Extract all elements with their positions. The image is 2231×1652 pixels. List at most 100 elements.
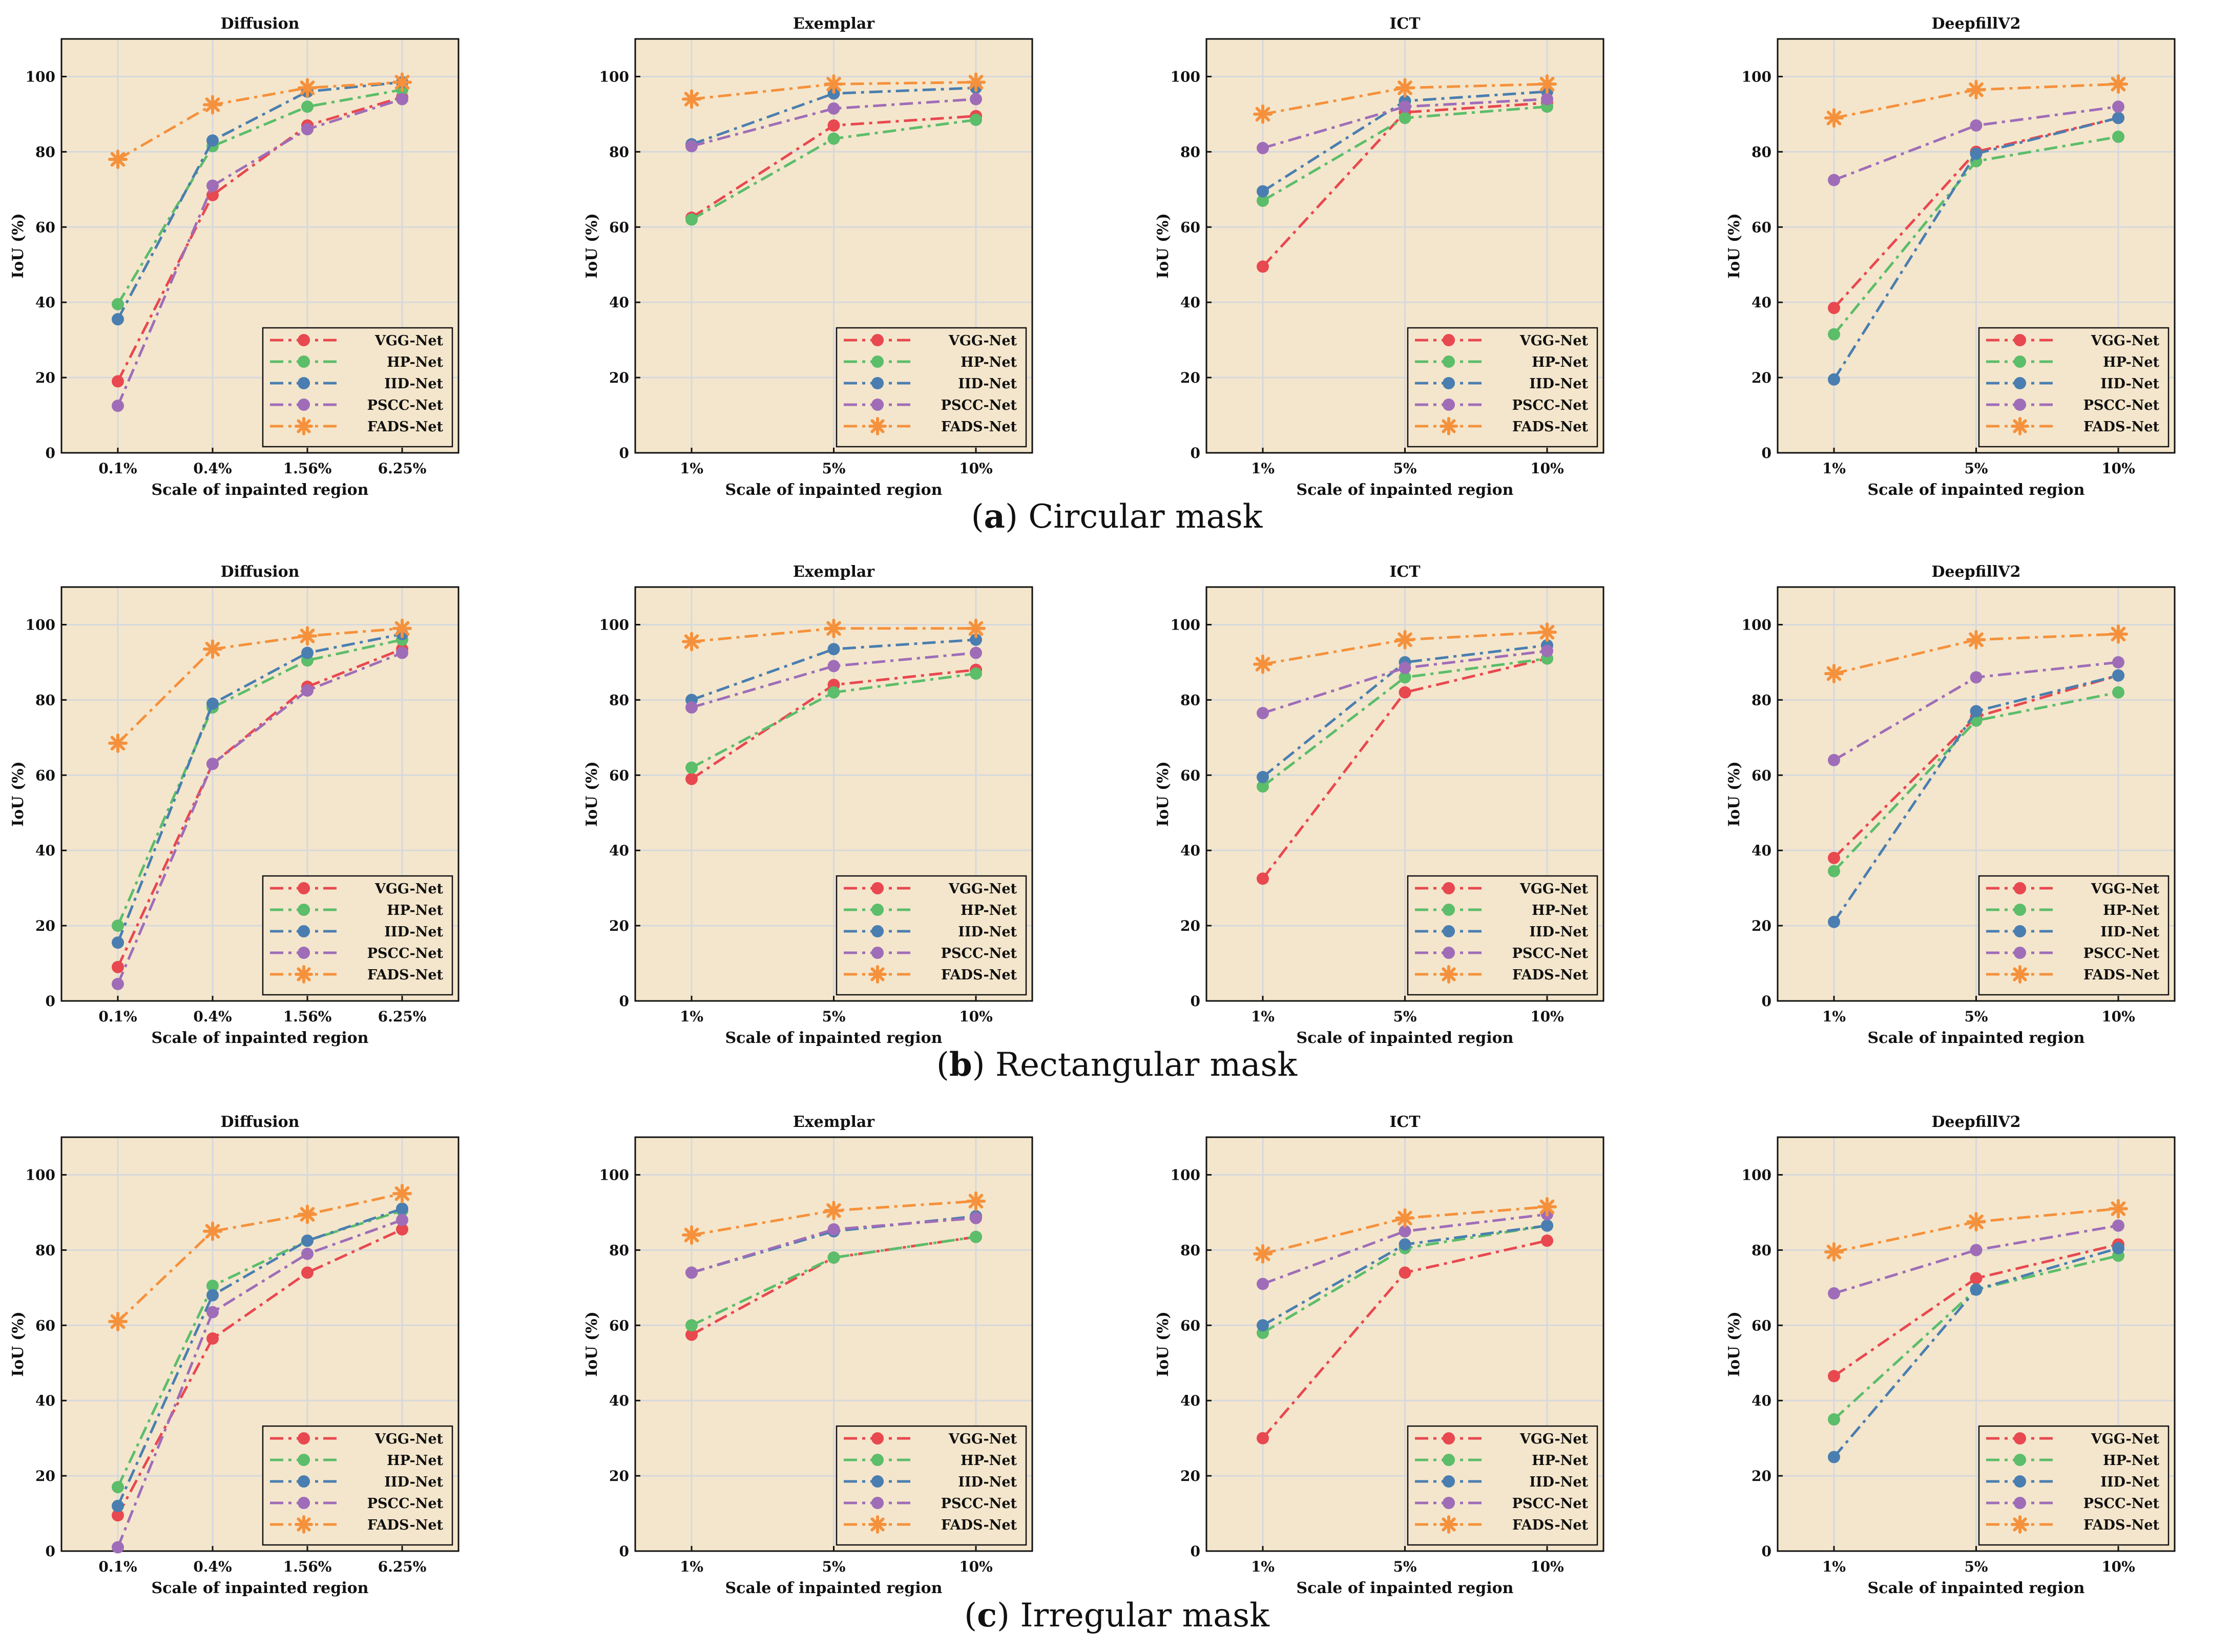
data-point-star <box>203 95 222 115</box>
legend-marker <box>2014 1497 2026 1509</box>
legend-label: VGG-Net <box>1519 1431 1589 1447</box>
caption-open: ( <box>971 498 984 536</box>
legend-marker-star <box>1440 1515 1458 1534</box>
data-point <box>206 134 219 147</box>
legend-label: FADS-Net <box>1512 1517 1589 1533</box>
legend-marker-star <box>2011 965 2029 984</box>
chart-title: Exemplar <box>793 563 875 581</box>
data-point-star <box>682 632 701 652</box>
legend-marker <box>1443 925 1455 937</box>
legend-label: PSCC-Net <box>367 1496 444 1512</box>
legend: VGG-Net HP-Net IID-Net PSCC-Net FADS-Net <box>1407 875 1598 996</box>
legend-item-hp-net: HP-Net <box>270 1453 444 1469</box>
legend-item-vgg-net: VGG-Net <box>1986 333 2160 349</box>
legend-item-vgg-net: VGG-Net <box>844 881 1017 897</box>
y-tick-label: 80 <box>35 143 55 160</box>
y-tick-label: 80 <box>1752 692 1771 708</box>
y-tick-label: 60 <box>609 767 629 784</box>
legend-marker-star-stroke <box>297 1517 311 1532</box>
legend-marker-star-stroke <box>297 967 311 981</box>
y-tick-label: 80 <box>609 143 629 160</box>
data-point <box>1828 1451 1840 1463</box>
data-point <box>1541 93 1553 106</box>
data-point <box>396 1202 408 1215</box>
data-point-star-stroke <box>684 1227 699 1243</box>
data-point <box>970 1211 982 1224</box>
legend-item-pscc-net: PSCC-Net <box>1986 1496 2160 1512</box>
legend: VGG-Net HP-Net IID-Net PSCC-Net FADS-Net <box>1978 1425 2170 1546</box>
data-point <box>112 1541 124 1554</box>
data-point <box>685 213 698 226</box>
legend-marker <box>871 904 884 916</box>
legend-marker <box>871 334 884 346</box>
legend-marker <box>871 377 884 389</box>
y-tick-label: 80 <box>1180 143 1200 160</box>
data-point <box>396 1214 408 1226</box>
data-point <box>301 1235 314 1247</box>
legend-box <box>1407 875 1598 996</box>
series-line-iid-net <box>1262 644 1548 778</box>
legend-item-fads-net: FADS-Net <box>844 965 1017 984</box>
legend-label: FADS-Net <box>367 419 444 435</box>
x-tick-label: 10% <box>2101 1008 2135 1025</box>
x-tick-label: 0.4% <box>193 1008 232 1025</box>
series-fads-net <box>1253 622 1557 674</box>
data-point <box>2112 130 2124 143</box>
data-point-star-stroke <box>1539 76 1555 92</box>
data-point <box>301 646 314 659</box>
y-tick-label: 60 <box>1180 1317 1200 1334</box>
legend-marker-star-stroke <box>297 419 311 433</box>
data-point <box>1828 865 1840 877</box>
x-tick-label: 0.1% <box>98 1008 137 1025</box>
x-axis-label: Scale of inpainted region <box>152 1029 369 1047</box>
series-fads-net <box>682 72 986 109</box>
legend-item-iid-net: IID-Net <box>270 924 444 940</box>
y-tick-label: 100 <box>1171 68 1200 85</box>
legend-item-hp-net: HP-Net <box>270 903 444 918</box>
y-tick-label: 40 <box>35 842 55 859</box>
legend-item-iid-net: IID-Net <box>1415 376 1589 392</box>
series-hp-net <box>685 1230 982 1332</box>
y-tick-label: 40 <box>609 842 629 859</box>
x-tick-label: 1% <box>1251 1558 1275 1575</box>
series-line-hp-net <box>116 1209 403 1488</box>
y-tick-label: 100 <box>26 616 55 633</box>
legend-box <box>262 1425 453 1546</box>
y-tick-label: 20 <box>609 917 629 934</box>
y-tick-label: 20 <box>35 369 55 386</box>
series-hp-net <box>1828 130 2124 341</box>
data-point <box>1257 770 1269 783</box>
legend-item-hp-net: HP-Net <box>1986 903 2160 918</box>
x-tick-label: 10% <box>1530 1558 1564 1575</box>
legend-label: HP-Net <box>961 354 1017 370</box>
y-tick-label: 20 <box>1180 1468 1200 1484</box>
y-tick-label: 100 <box>599 616 629 633</box>
chart-title: Diffusion <box>221 563 300 581</box>
x-tick-label: 1.56% <box>283 1558 332 1575</box>
data-point-star-stroke <box>826 76 841 92</box>
y-tick-label: 100 <box>599 68 629 85</box>
data-point <box>1828 302 1840 315</box>
data-point <box>1399 1266 1411 1279</box>
y-tick-label: 20 <box>1180 917 1200 934</box>
legend-marker <box>1443 334 1455 346</box>
data-point-star-stroke <box>684 92 699 107</box>
y-axis-label: IoU (%) <box>1725 1311 1743 1377</box>
panel-a-deepfillv2: 0 20 40 60 80 100 1% 5% 10% DeepfillV2 Scale of in… <box>1725 15 2176 499</box>
legend-label: HP-Net <box>387 1453 443 1469</box>
data-point <box>1399 661 1411 674</box>
data-point <box>301 1266 314 1279</box>
series-line-iid-net <box>1832 674 2119 923</box>
legend-marker <box>2014 334 2026 346</box>
legend-marker <box>1443 356 1455 368</box>
series-line-pscc-net <box>116 1219 403 1548</box>
chart-title: DeepfillV2 <box>1932 563 2021 581</box>
y-tick-label: 100 <box>1742 68 1771 85</box>
legend-label: IID-Net <box>1529 376 1588 392</box>
data-point <box>685 761 698 774</box>
x-tick-label: 10% <box>959 1008 993 1025</box>
legend: VGG-Net HP-Net IID-Net PSCC-Net FADS-Net <box>262 1425 453 1546</box>
plot-frame <box>60 586 460 1002</box>
data-point <box>970 93 982 106</box>
data-point <box>2112 100 2124 113</box>
